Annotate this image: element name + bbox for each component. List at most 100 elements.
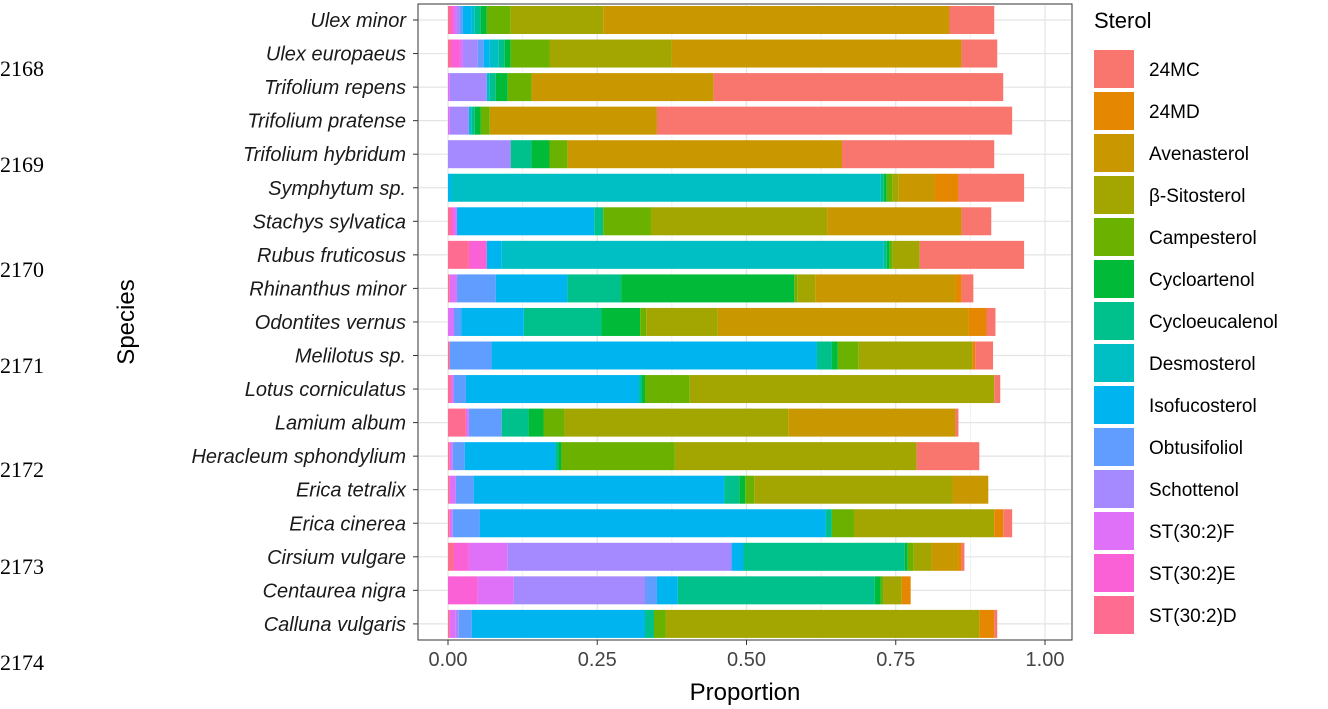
bar-segment: Ulex europaeus — ST(30:2)E [450, 39, 460, 68]
bar-segment: Lotus corniculatus — Cycloartenol [642, 375, 645, 404]
legend-key [1094, 92, 1134, 130]
bar-segment: Heracleum sphondylium — β-Sitosterol [674, 442, 917, 471]
bar-segment: Erica cinerea — Isofucosterol [479, 509, 826, 538]
bar-segment: Erica cinerea — ST(30:2)D [448, 509, 450, 538]
bar-segment: Symphytum sp. — Avenasterol [898, 173, 935, 202]
bar-segment: Heracleum sphondylium — Campesterol [561, 442, 675, 471]
line-number: 2169 [0, 152, 44, 177]
bar-segment: Trifolium pratense — Cycloeucalenol [471, 106, 475, 135]
bar-segment: Lamium album — Campesterol [543, 408, 565, 437]
bar-segment: Lamium album — ST(30:2)D [448, 408, 466, 437]
bar-segment: Lotus corniculatus — Obtusifoliol [453, 375, 466, 404]
bar-segment: Stachys sylvatica — Isofucosterol [456, 207, 595, 236]
bar-segment: Melilotus sp. — ST(30:2)D [448, 341, 450, 370]
bar-segment: Melilotus sp. — Isofucosterol [491, 341, 817, 370]
legend-key [1094, 428, 1134, 466]
bar-segment: Trifolium hybridum — Avenasterol [567, 140, 843, 169]
species-label: Trifolium pratense [247, 111, 406, 133]
bar-segment: Symphytum sp. — Cycloartenol [883, 173, 887, 202]
line-number: 2171 [0, 353, 44, 378]
bar-segment: Trifolium pratense — Desmosterol [468, 106, 472, 135]
x-axis-ticks: 0.00 0.25 0.50 0.75 1.00 [413, 19, 1065, 671]
bar-segment: Cirsium vulgare — 24MD [958, 542, 962, 571]
bar-segment: Ulex europaeus — ST(30:2)F [459, 39, 463, 68]
species-label: Trifolium hybridum [243, 144, 406, 166]
bar-segment: Trifolium repens — Desmosterol [486, 73, 490, 102]
bar-segment: Odontites vernus — 24MD [968, 307, 987, 336]
legend-key [1094, 50, 1134, 88]
bar-segment: Lotus corniculatus — 24MC [994, 375, 1001, 404]
bar-segment: Ulex minor — Isofucosterol [462, 6, 472, 34]
bar-segment: Rhinanthus minor — Cycloartenol [621, 274, 795, 303]
legend-label: Cycloeucalenol [1149, 312, 1278, 333]
bar-segment: Erica tetralix — Campesterol [745, 475, 755, 504]
legend-label: 24MC [1149, 60, 1200, 81]
bar-segment: Centaurea nigra — Isofucosterol [656, 576, 678, 605]
bar-segment: Ulex europaeus — Obtusifoliol [477, 39, 484, 68]
bar-segment: Ulex europaeus — Isofucosterol [483, 39, 490, 68]
bar-segment: Rhinanthus minor — 24MD [955, 274, 962, 303]
bar-segment: Ulex europaeus — Schottenol [462, 39, 478, 68]
bar-segment: Ulex europaeus — ST(30:2)D [448, 39, 451, 68]
bar-segment: Cirsium vulgare — Schottenol [507, 542, 732, 571]
bar-segment: Trifolium repens — Cycloeucalenol [489, 73, 496, 102]
bar-segment: Odontites vernus — β-Sitosterol [646, 307, 718, 336]
bar-segment: Centaurea nigra — Campesterol [880, 576, 884, 605]
bar-segment: Rhinanthus minor — Obtusifoliol [456, 274, 496, 303]
bar-segment: Lamium album — Cycloeucalenol [501, 408, 529, 437]
bar-segment: Erica cinerea — Campesterol [831, 509, 854, 538]
legend-key [1094, 218, 1134, 256]
x-tick-label: 0.75 [876, 649, 915, 671]
bar-segment: Cirsium vulgare — β-Sitosterol [913, 542, 932, 571]
bar-segment: Ulex minor — Cycloartenol [480, 6, 487, 34]
bar-segment: Trifolium repens — ST(30:2)F [448, 73, 450, 102]
bar-segment: Centaurea nigra — Schottenol [513, 576, 646, 605]
legend-label: ST(30:2)D [1149, 606, 1237, 627]
bar-segment: Odontites vernus — Avenasterol [717, 307, 969, 336]
bar-segment: Ulex minor — Avenasterol [603, 6, 950, 34]
bars: Ulex minor — ST(30:2)DUlex minor — ST(30… [448, 6, 1025, 638]
bar-segment: Rubus fruticosus — Cycloartenol [886, 240, 890, 269]
bar-segment: Ulex minor — ST(30:2)D [448, 6, 451, 34]
bar-segment: Rhinanthus minor — Avenasterol [815, 274, 956, 303]
bar-segment: Ulex minor — Obtusifoliol [459, 6, 463, 34]
line-number: 2174 [0, 650, 44, 675]
bar-segment: Calluna vulgaris — ST(30:2)F [449, 609, 456, 638]
bar-segment: Cirsium vulgare — Cycloeucalenol [743, 542, 905, 571]
bar-segment: Cirsium vulgare — 24MC [961, 542, 965, 571]
bar-segment: Trifolium pratense — 24MC [656, 106, 1013, 135]
species-labels: Ulex minor Ulex europaeus Trifolium repens… [191, 10, 407, 636]
bar-segment: Erica tetralix — Cycloartenol [739, 475, 746, 504]
x-tick-label: 1.00 [1026, 649, 1065, 671]
legend-key [1094, 512, 1134, 550]
species-label: Rhinanthus minor [249, 278, 407, 300]
bar-segment: Odontites vernus — ST(30:2)F [448, 307, 454, 336]
bar-segment: Erica cinerea — 24MD [994, 509, 1004, 538]
bar-segment: Erica cinerea — 24MC [1003, 509, 1013, 538]
bar-segment: Odontites vernus — Cycloartenol [601, 307, 641, 336]
bar-segment: Rhinanthus minor — β-Sitosterol [797, 274, 816, 303]
bar-segment: Trifolium hybridum — Cycloeucalenol [510, 140, 532, 169]
x-tick-label: 0.00 [429, 649, 468, 671]
species-label: Lotus corniculatus [245, 379, 406, 401]
species-label: Trifolium repens [264, 77, 406, 99]
bar-segment: Cirsium vulgare — ST(30:2)D [448, 542, 454, 571]
bar-segment: Calluna vulgaris — Cycloeucalenol [645, 609, 654, 638]
legend-key [1094, 344, 1134, 382]
bar-segment: Erica tetralix — Avenasterol [952, 475, 989, 504]
bar-segment: Trifolium repens — Campesterol [507, 73, 532, 102]
bar-segment: Lamium album — ST(30:2)F [465, 408, 469, 437]
bar-segment: Melilotus sp. — 24MD [972, 341, 976, 370]
bar-segment: Trifolium pratense — Cycloartenol [474, 106, 481, 135]
legend-label: Campesterol [1149, 228, 1257, 249]
bar-segment: Erica cinerea — β-Sitosterol [853, 509, 995, 538]
bar-segment: Lotus corniculatus — β-Sitosterol [689, 375, 995, 404]
bar-segment: Ulex minor — ST(30:2)F [453, 6, 457, 34]
bar-segment: Lamium album — Cycloartenol [528, 408, 544, 437]
bar-segment: Rubus fruticosus — Cycloeucalenol [883, 240, 887, 269]
y-axis-title: Species [113, 279, 140, 364]
bar-segment: Ulex europaeus — Cycloartenol [504, 39, 511, 68]
species-label: Symphytum sp. [268, 178, 406, 200]
bar-segment: Lamium album — 24MC [955, 408, 959, 437]
bar-segment: Erica tetralix — ST(30:2)D [448, 475, 450, 504]
